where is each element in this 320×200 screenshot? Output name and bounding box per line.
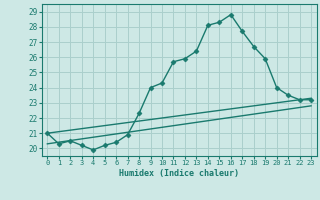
X-axis label: Humidex (Indice chaleur): Humidex (Indice chaleur) bbox=[119, 169, 239, 178]
